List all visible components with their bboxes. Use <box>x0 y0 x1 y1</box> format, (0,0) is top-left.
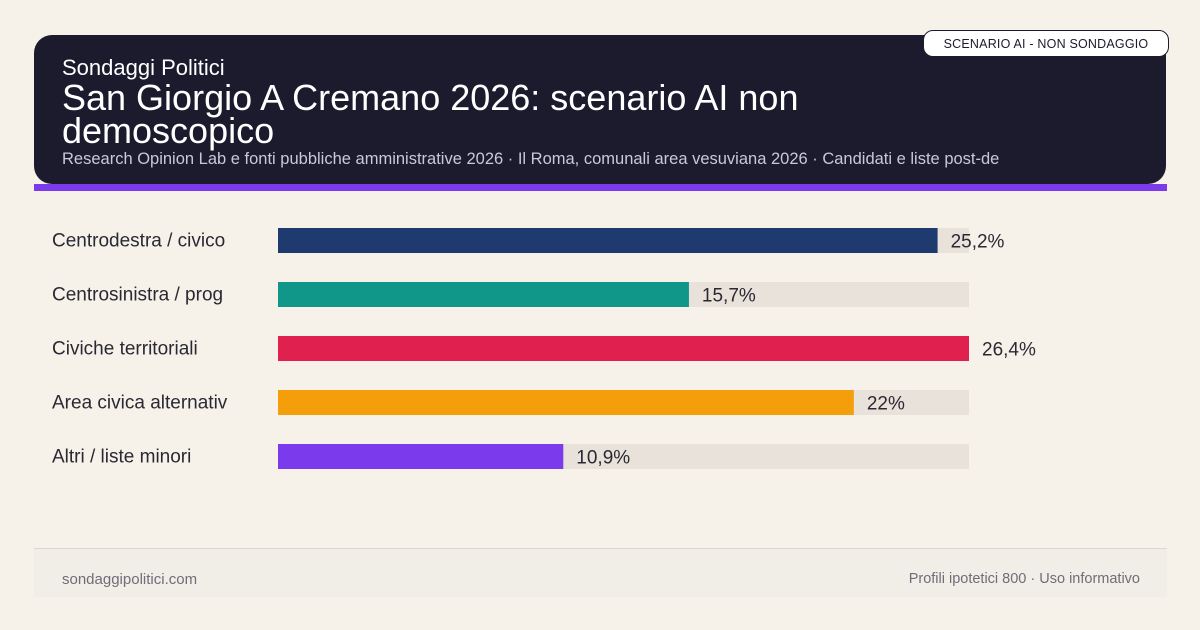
header-panel <box>34 35 1166 184</box>
footer-note: Profili ipotetici 800 · Uso informativo <box>908 571 1140 587</box>
value-label: 22% <box>867 394 905 415</box>
bar <box>278 390 854 415</box>
bar <box>278 282 689 307</box>
category-label: Area civica alternativ <box>52 393 228 414</box>
brand-name: Sondaggi Politici <box>62 55 225 80</box>
category-label: Civiche territoriali <box>52 339 198 360</box>
value-label: 26,4% <box>982 340 1036 361</box>
scenario-badge: SCENARIO AI - NON SONDAGGIO <box>923 30 1169 57</box>
value-label: 25,2% <box>951 232 1005 253</box>
category-label: Altri / liste minori <box>52 447 191 468</box>
value-label: 10,9% <box>576 448 630 469</box>
bar <box>278 228 938 253</box>
footer: sondaggipolitici.com Profili ipotetici 8… <box>34 548 1167 597</box>
footer-site-link[interactable]: sondaggipolitici.com <box>62 571 198 588</box>
value-label: 15,7% <box>702 286 756 307</box>
bar <box>278 336 969 361</box>
category-label: Centrosinistra / prog <box>52 285 223 306</box>
page-title: San Giorgio A Cremano 2026: scenario AI … <box>62 77 799 151</box>
header-accent-bar <box>34 184 1167 191</box>
bar <box>278 444 564 469</box>
category-label: Centrodestra / civico <box>52 231 225 252</box>
page-subtitle: Research Opinion Lab e fonti pubbliche a… <box>62 150 1000 168</box>
